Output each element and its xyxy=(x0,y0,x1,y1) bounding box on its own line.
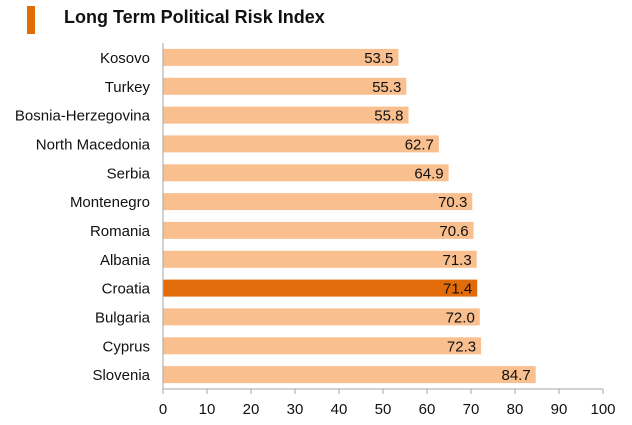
category-label: Turkey xyxy=(105,79,151,96)
category-label: Slovenia xyxy=(92,367,150,384)
bar-north-macedonia xyxy=(163,135,439,153)
value-label: 71.3 xyxy=(442,252,471,269)
bar-albania xyxy=(163,250,477,268)
value-label: 55.8 xyxy=(374,108,403,125)
category-label: Albania xyxy=(100,252,151,269)
bar-kosovo xyxy=(163,48,399,66)
category-label: Romania xyxy=(90,223,151,240)
title-accent-bar xyxy=(27,6,35,34)
x-tick-label: 40 xyxy=(331,401,348,418)
category-label: Cyprus xyxy=(102,338,150,355)
x-tick-label: 50 xyxy=(375,401,392,418)
x-tick-label: 60 xyxy=(419,401,436,418)
x-tick-label: 20 xyxy=(243,401,260,418)
bar-croatia xyxy=(163,279,478,297)
x-tick-label: 80 xyxy=(507,401,524,418)
bar-romania xyxy=(163,221,474,239)
value-label: 70.6 xyxy=(439,223,468,240)
value-label: 53.5 xyxy=(364,50,393,67)
category-label: North Macedonia xyxy=(36,136,151,153)
x-tick-label: 70 xyxy=(463,401,480,418)
category-label: Bulgaria xyxy=(95,309,151,326)
x-tick-label: 0 xyxy=(159,401,167,418)
bar-montenegro xyxy=(163,193,473,211)
x-tick-label: 30 xyxy=(287,401,304,418)
category-label: Croatia xyxy=(102,281,151,298)
x-tick-label: 90 xyxy=(551,401,568,418)
bar-turkey xyxy=(163,77,407,95)
value-label: 84.7 xyxy=(501,367,530,384)
value-label: 71.4 xyxy=(443,281,472,298)
x-tick-label: 100 xyxy=(590,401,615,418)
bar-serbia xyxy=(163,164,449,182)
bar-slovenia xyxy=(163,366,536,384)
category-label: Kosovo xyxy=(100,50,150,67)
bar-cyprus xyxy=(163,337,482,355)
chart-title: Long Term Political Risk Index xyxy=(64,7,325,27)
bar-bosnia-herzegovina xyxy=(163,106,409,124)
value-label: 70.3 xyxy=(438,194,467,211)
x-tick-label: 10 xyxy=(199,401,216,418)
category-label: Serbia xyxy=(107,165,151,182)
category-label: Montenegro xyxy=(70,194,150,211)
value-label: 62.7 xyxy=(405,136,434,153)
value-label: 72.3 xyxy=(447,338,476,355)
value-label: 64.9 xyxy=(414,165,443,182)
bar-bulgaria xyxy=(163,308,480,326)
category-label: Bosnia-Herzegovina xyxy=(15,108,151,125)
value-label: 72.0 xyxy=(446,309,475,326)
value-label: 55.3 xyxy=(372,79,401,96)
